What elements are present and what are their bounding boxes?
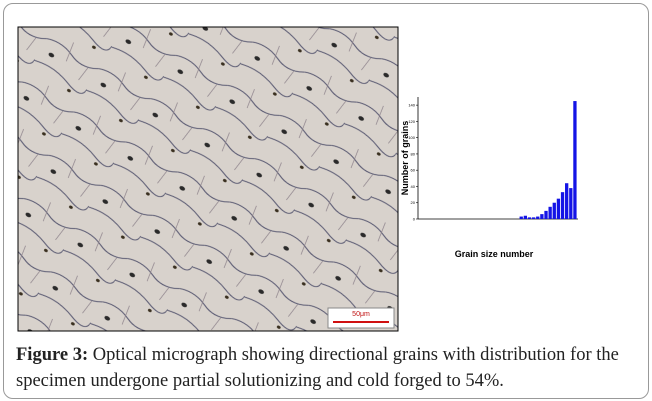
bar [561, 192, 564, 219]
y-tick-label: 20 [411, 200, 416, 205]
scale-bar-label: 50μm [352, 311, 370, 318]
x-axis-title: Grain size number [455, 249, 534, 259]
y-tick-label: 40 [411, 184, 416, 189]
figure: 50μm Number of grains Grain size number … [0, 0, 652, 340]
bar [553, 203, 556, 219]
caption-label: Figure 3: [16, 345, 88, 365]
bar [557, 199, 560, 219]
micrograph [18, 27, 398, 331]
page: 50μm Number of grains Grain size number … [0, 0, 652, 401]
bar [565, 183, 568, 219]
bar [520, 217, 523, 219]
bar [528, 217, 531, 219]
bar [540, 214, 543, 219]
y-tick-label: 0 [413, 217, 416, 222]
bar [544, 211, 547, 219]
y-tick-label: 80 [411, 151, 416, 156]
bar [524, 216, 527, 219]
bar [569, 188, 572, 219]
bar [536, 217, 539, 219]
caption: Figure 3: Optical micrograph showing dir… [16, 342, 646, 394]
y-tick-label: 140 [408, 103, 415, 108]
bar [573, 101, 576, 219]
bar [548, 207, 551, 219]
y-tick-label: 100 [408, 135, 415, 140]
bar [532, 217, 535, 219]
y-axis-title: Number of grains [400, 121, 410, 196]
y-tick-label: 120 [408, 119, 415, 124]
caption-text: Optical micrograph showing directional g… [16, 345, 619, 391]
y-tick-label: 60 [411, 168, 416, 173]
